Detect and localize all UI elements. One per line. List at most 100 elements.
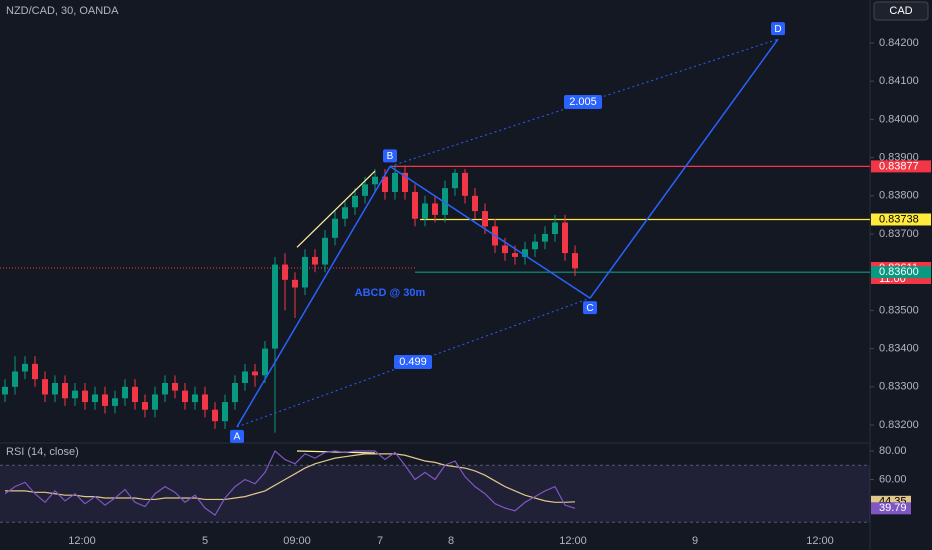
candle-body <box>152 394 158 410</box>
candle-body <box>12 371 18 387</box>
candle-body <box>412 191 418 219</box>
candle-body <box>62 382 68 399</box>
currency-button[interactable] <box>873 1 929 21</box>
pattern-ratio-line <box>389 38 779 167</box>
candle-body <box>252 371 258 376</box>
candle-body <box>162 382 168 395</box>
candle-body <box>362 184 368 196</box>
ratio-label: 0.499 <box>399 356 427 368</box>
candle-body <box>502 245 508 254</box>
candle-body <box>262 348 268 376</box>
candle-body <box>112 398 118 406</box>
pattern-point-badge <box>583 301 597 315</box>
candle-body <box>572 253 578 269</box>
candle-body <box>482 211 488 227</box>
time-label: 7 <box>377 535 383 547</box>
candle-body <box>322 237 328 265</box>
candle-body <box>312 256 318 265</box>
price-tick-label: 0.84200 <box>879 37 919 49</box>
price-tick-label: 0.83500 <box>879 304 919 316</box>
time-label: 12:00 <box>68 535 96 547</box>
price-trendline <box>296 170 376 248</box>
candle-body <box>372 176 378 185</box>
candle-body <box>142 402 148 410</box>
candle-body <box>352 195 358 208</box>
pattern-leg <box>236 166 391 428</box>
time-label: 12:00 <box>806 535 834 547</box>
pattern-leg <box>589 38 779 299</box>
candle-body <box>462 172 468 196</box>
candle-body <box>32 363 38 380</box>
pattern-point-label: A <box>234 432 241 443</box>
candle-body <box>542 234 548 242</box>
candle-body <box>172 382 178 391</box>
candle-body <box>532 241 538 250</box>
rsi-tag <box>871 502 911 515</box>
candle-body <box>512 253 518 257</box>
price-tag-label: 0.83738 <box>879 213 919 225</box>
candle-body <box>282 264 288 280</box>
rsi-line <box>4 450 576 516</box>
ratio-badge <box>564 95 602 109</box>
candle-body <box>392 172 398 192</box>
pattern-point-badge <box>383 149 397 163</box>
pattern-leg <box>389 165 591 299</box>
price-tag <box>871 160 931 173</box>
rsi-band <box>0 465 870 523</box>
pattern-point-label: D <box>774 24 781 35</box>
candle-body <box>92 394 98 403</box>
candle-body <box>342 207 348 219</box>
price-tick-label: 0.83200 <box>879 419 919 431</box>
candle-body <box>202 394 208 410</box>
candle-body <box>182 390 188 403</box>
candle-body <box>242 371 248 383</box>
candle-body <box>52 382 58 395</box>
currency-label[interactable]: CAD <box>889 5 912 17</box>
candle-body <box>332 218 338 238</box>
candle-body <box>82 390 88 403</box>
price-tick-label: 0.84000 <box>879 113 919 125</box>
candle-body <box>212 409 218 422</box>
price-tag-label: 0.83600 <box>879 266 919 278</box>
rsi-trendline <box>296 450 376 454</box>
symbol-title: NZD/CAD, 30, OANDA <box>6 5 119 17</box>
time-label: 9 <box>692 535 698 547</box>
rsi-ma-line <box>5 453 576 503</box>
pattern-annotation: ABCD @ 30m <box>355 287 426 299</box>
ratio-label: 2.005 <box>569 96 597 108</box>
candle-body <box>232 382 238 403</box>
candle-body <box>2 386 8 395</box>
price-tick-label: 0.83300 <box>879 381 919 393</box>
price-tag <box>871 213 931 226</box>
pattern-point-label: C <box>586 303 593 314</box>
candle-body <box>222 402 228 422</box>
pattern-point-badge <box>771 22 785 36</box>
candle-body <box>192 394 198 403</box>
rsi-tick-label: 80.00 <box>879 445 907 457</box>
price-tag-label: 0.83877 <box>879 160 919 172</box>
candle-body <box>442 188 448 215</box>
candle-body <box>122 386 128 399</box>
candle-body <box>272 264 278 349</box>
price-tick-label: 0.83700 <box>879 228 919 240</box>
candle-body <box>42 379 48 395</box>
time-label: 09:00 <box>283 535 311 547</box>
time-label: 8 <box>448 535 454 547</box>
rsi-tag-label: 39.79 <box>879 502 907 514</box>
time-label: 5 <box>202 535 208 547</box>
candle-body <box>472 195 478 212</box>
candle-body <box>522 249 528 257</box>
pattern-point-badge <box>230 429 244 443</box>
time-label: 12:00 <box>559 535 587 547</box>
candle-body <box>132 386 138 403</box>
candle-body <box>382 176 388 192</box>
candle-body <box>72 390 78 399</box>
ratio-badge <box>394 355 432 369</box>
price-tag <box>871 266 931 279</box>
rsi-title: RSI (14, close) <box>6 446 79 458</box>
candle-body <box>402 172 408 192</box>
candle-body <box>292 279 298 288</box>
candle-body <box>452 172 458 189</box>
